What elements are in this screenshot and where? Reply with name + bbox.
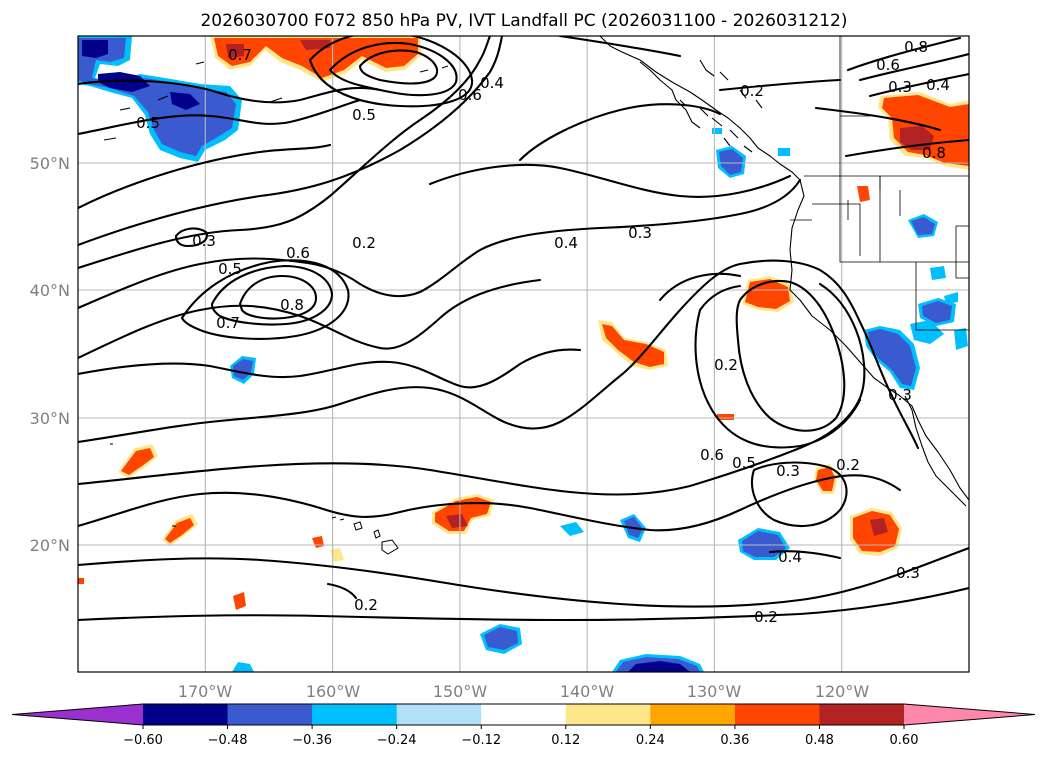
colorbar-tick-label: 0.48 [805,733,834,748]
contour-label: 0.4 [554,234,578,252]
contour-label: 0.5 [218,260,242,278]
colorbar-tick-label: 0.12 [551,733,580,748]
pv-positive-patch [446,514,468,528]
map-area: 0.7 0.5 0.5 0.4 0.6 0.8 0.3 0.2 0.8 0.6 … [78,36,969,672]
contour-label: 0.8 [922,144,946,162]
pv-negative-patch [719,149,743,175]
contour-label: 0.3 [776,462,800,480]
contour-labels: 0.7 0.5 0.5 0.4 0.6 0.8 0.3 0.2 0.8 0.6 … [136,38,950,626]
pv-positive-patch [121,448,154,475]
pv-negative-patch [82,40,200,110]
contour-label: 0.5 [352,106,376,124]
colorbar-tick-label: 0.24 [636,733,665,748]
x-tick-label: 150°W [433,682,488,701]
contour-label: 0.3 [888,386,912,404]
contour-label: 0.5 [136,114,160,132]
contour-label: 0.6 [286,244,310,262]
contour-label: 0.7 [228,46,252,64]
contour-label: 0.3 [628,224,652,242]
y-tick-label: 50°N [30,154,70,173]
pv-negative-patch [930,266,968,350]
colorbar-tick-label: −0.24 [377,733,417,748]
contour-label: 0.4 [480,74,504,92]
pv-negative-patch [712,128,790,156]
contour-label: 0.3 [192,232,216,250]
contour-label: 0.8 [280,296,304,314]
pv-negative-patch [628,661,690,672]
colorbar-segment [650,704,736,725]
contour-label: 0.4 [926,76,950,94]
pv-negative-patch [484,627,518,650]
pv-positive-patch [165,518,194,543]
colorbar-segment [396,704,482,725]
colorbar-segment [734,704,820,725]
x-tick-label: 140°W [560,682,615,701]
pv-negative-patch [868,329,916,386]
map-frame [77,35,970,673]
y-tick-label: 40°N [30,281,70,300]
contour-label: 0.6 [876,56,900,74]
pv-positive-patch [78,578,84,584]
pv-positive-patch [233,592,246,610]
pv-positive-patch [857,186,870,202]
pv-negative-patch [78,38,236,156]
pv-negative-patch [910,320,944,344]
pv-negative-patch [742,531,786,557]
contour-label: 0.2 [836,456,860,474]
colorbar-tick-label: −0.60 [123,733,163,748]
y-tick-label: 20°N [30,536,70,555]
contour-label: 0.2 [352,234,376,252]
colorbar-segment [143,704,229,725]
contour-label: 0.6 [458,86,482,104]
colorbar-extend-high [904,704,1035,725]
y-tick-label: 30°N [30,409,70,428]
contour-label: 0.2 [714,356,738,374]
axis-labels: 170°W 160°W 150°W 140°W 130°W 120°W 20°N… [30,154,870,701]
contour-label: 0.7 [216,314,240,332]
pv-negative-patch [922,301,952,323]
contour-label: 0.2 [354,596,378,614]
gridlines [78,36,969,672]
contour-label: 0.6 [700,446,724,464]
pv-positive-patch [870,518,888,536]
colorbar: −0.60 −0.48 −0.36 −0.24 −0.12 0.12 0.24 0.36 0.4… [11,703,1036,748]
x-tick-label: 120°W [815,682,870,701]
pv-negative-patch [232,662,254,672]
colorbar-tick-label: −0.12 [461,733,501,748]
x-tick-label: 160°W [306,682,361,701]
pv-negative-patch [911,217,935,235]
coastlines [103,36,969,507]
islands [110,65,449,555]
colorbar-tick-label: −0.36 [292,733,332,748]
colorbar-tick-label: 0.36 [720,733,749,748]
colorbar-tick-label: 0.60 [890,733,919,748]
contour-layer [78,36,969,622]
colorbar-segment [565,704,651,725]
x-tick-label: 170°W [178,682,233,701]
figure-title: 2026030700 F072 850 hPa PV, IVT Landfall… [200,11,847,31]
colorbar-segment [312,704,398,725]
pv-positive-patch [330,548,344,562]
colorbar-extend-low [12,704,143,725]
pv-positive-patch [226,40,330,58]
contour-label: 0.3 [896,564,920,582]
pv-negative-patch [233,359,253,380]
colorbar-tick-label: −0.48 [208,733,248,748]
contour-label: 0.5 [732,454,756,472]
contour-label: 0.4 [778,548,802,566]
contour-label: 0.2 [754,608,778,626]
pv-positive-patch [602,324,664,367]
pv-positive-patch [435,497,491,531]
colorbar-segment [481,704,567,725]
colorbar-segment [819,704,905,725]
contour-label: 0.8 [904,38,928,56]
contour-label: 0.3 [888,78,912,96]
contour-label: 0.2 [740,82,764,100]
x-tick-label: 130°W [687,682,742,701]
pv-negative-patch [560,522,584,536]
colorbar-segment [227,704,313,725]
